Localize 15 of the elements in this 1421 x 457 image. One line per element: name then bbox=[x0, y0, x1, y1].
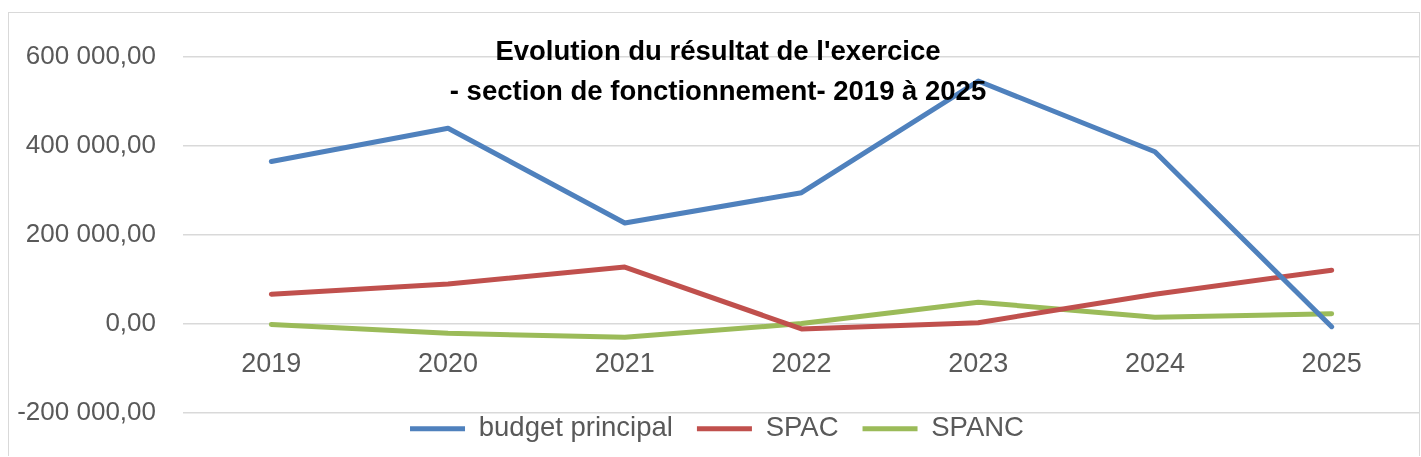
y-tick-label: 600 000,00 bbox=[25, 40, 156, 71]
x-tick-label: 2021 bbox=[594, 347, 655, 378]
legend-label: SPAC bbox=[765, 411, 839, 443]
y-tick-label: -200 000,00 bbox=[17, 396, 156, 427]
y-tick-label: 0,00 bbox=[105, 307, 156, 338]
legend-label: SPANC bbox=[931, 411, 1024, 443]
x-tick-label: 2024 bbox=[1124, 347, 1185, 378]
x-tick-label: 2023 bbox=[948, 347, 1009, 378]
x-tick-label: 2020 bbox=[418, 347, 479, 378]
legend-label: budget principal bbox=[478, 411, 673, 443]
y-tick-label: 400 000,00 bbox=[25, 129, 156, 160]
x-tick-label: 2019 bbox=[241, 347, 302, 378]
x-tick-label: 2025 bbox=[1301, 347, 1362, 378]
y-tick-label: 200 000,00 bbox=[25, 218, 156, 249]
x-tick-label: 2022 bbox=[771, 347, 832, 378]
